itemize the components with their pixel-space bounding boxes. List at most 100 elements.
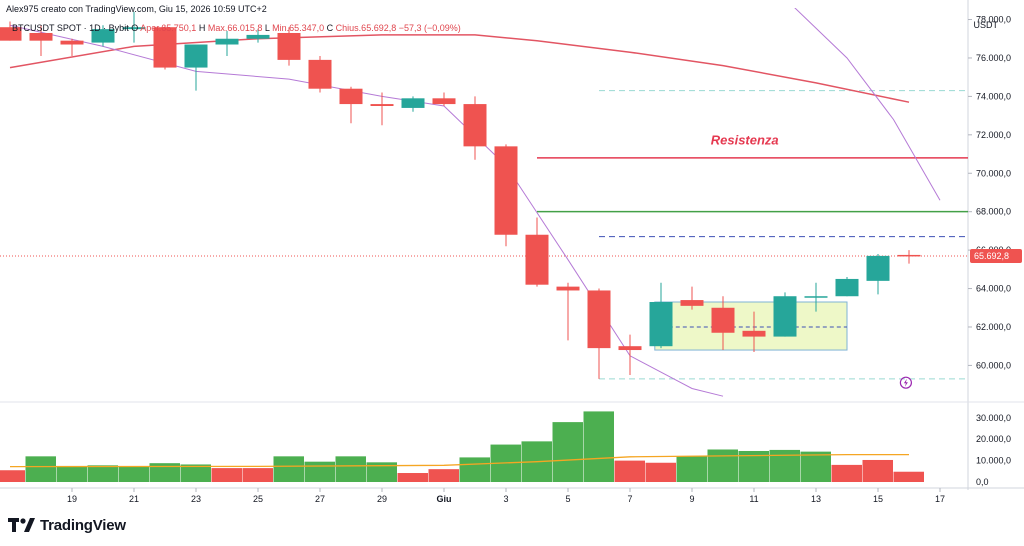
tradingview-logo-icon: [8, 518, 35, 532]
volume-bar: [676, 456, 707, 482]
candle: [525, 217, 549, 287]
time-tick-label: 7: [627, 494, 632, 504]
candle-body: [835, 278, 859, 297]
candle-body: [339, 88, 363, 105]
time-tick-label: Giu: [437, 494, 452, 504]
time-tick-label: 13: [811, 494, 821, 504]
candle-body: [60, 40, 84, 45]
candle: [29, 25, 53, 57]
candle: [0, 21, 22, 41]
volume-bar: [583, 411, 614, 482]
resistenza-annotation: Resistenza: [711, 132, 779, 147]
open-label: O: [131, 23, 139, 33]
candle: [835, 277, 859, 297]
low-label: L: [264, 23, 270, 33]
change-value: −57,3 (−0,09%): [398, 23, 461, 33]
price-tick-label: 70.000,0: [976, 168, 1011, 178]
symbol-label: BTCUSDT SPOT · 1D · Bybit: [12, 23, 129, 33]
candle: [91, 25, 115, 47]
ma-short-line: [9, 24, 724, 397]
volume-bar: [56, 465, 87, 482]
time-tick-label: 21: [129, 494, 139, 504]
volume-bar: [0, 470, 25, 482]
candle: [463, 96, 487, 160]
volume-tick-label: 10.000,0: [976, 456, 1011, 466]
candle-body: [587, 290, 611, 349]
candle: [897, 250, 921, 264]
volume-bar: [428, 469, 459, 482]
price-tick-label: 78.000,0: [976, 15, 1011, 25]
volume-bar: [87, 465, 118, 482]
candle-body: [401, 98, 425, 108]
volume-bar: [707, 449, 738, 482]
time-tick-label: 25: [253, 494, 263, 504]
ma-short-upper-line: [794, 8, 941, 201]
candle: [587, 288, 611, 379]
candle-body: [463, 104, 487, 147]
candle: [618, 334, 642, 376]
volume-bar: [211, 468, 242, 482]
candle-body: [897, 254, 921, 257]
ma-long-line: [9, 34, 910, 103]
price-tick-label: 74.000,0: [976, 91, 1011, 101]
candle-body: [122, 27, 146, 30]
volume-bar: [614, 460, 645, 482]
time-tick-label: 5: [565, 494, 570, 504]
open-value: Aper.65.750,1: [140, 23, 197, 33]
candle-body: [184, 44, 208, 68]
candle: [401, 96, 425, 112]
candle: [556, 282, 580, 341]
chart-credit: Alex975 creato con TradingView.com, Giu …: [6, 4, 267, 14]
volume-bar: [645, 462, 676, 482]
price-pane: Resistenza: [0, 8, 968, 397]
candle: [742, 311, 766, 352]
last-price-label: 65.692,8: [974, 251, 1009, 261]
low-value: Min.65.347,0: [272, 23, 325, 33]
candle-body: [91, 29, 115, 43]
volume-bar: [149, 463, 180, 482]
price-tick-label: 68.000,0: [976, 207, 1011, 217]
volume-bar: [862, 459, 893, 482]
high-label: H: [198, 23, 206, 33]
candle-body: [773, 296, 797, 337]
candle-body: [308, 59, 332, 89]
candle-body: [866, 255, 890, 281]
time-tick-label: 23: [191, 494, 201, 504]
candle: [277, 27, 301, 66]
candle-body: [680, 300, 704, 306]
volume-bar: [366, 462, 397, 482]
last-price-tag: [970, 249, 1022, 264]
price-tick-label: 64.000,0: [976, 284, 1011, 294]
price-tick-label: 60.000,0: [976, 360, 1011, 370]
volume-bar: [893, 471, 924, 482]
candle: [494, 144, 518, 247]
candle-body: [649, 302, 673, 347]
time-tick-label: 11: [749, 494, 758, 504]
candle-body: [29, 32, 53, 41]
volume-bar: [552, 422, 583, 482]
volume-bar: [25, 456, 56, 482]
volume-bar: [242, 468, 273, 482]
volume-tick-label: 20.000,0: [976, 434, 1011, 444]
candle-body: [556, 286, 580, 291]
price-tick-label: 62.000,0: [976, 322, 1011, 332]
candle: [184, 44, 208, 91]
tradingview-logo[interactable]: TradingView: [8, 516, 126, 534]
candle-body: [742, 330, 766, 337]
candle: [711, 296, 735, 351]
close-value: Chius.65.692,8: [335, 23, 397, 33]
time-tick-label: 27: [315, 494, 325, 504]
volume-bar: [335, 456, 366, 482]
candle: [432, 92, 456, 106]
candle-body: [618, 346, 642, 351]
currency-label: USDT: [973, 20, 999, 30]
candle: [649, 282, 673, 349]
candle-body: [277, 32, 301, 60]
candle: [680, 286, 704, 310]
candle-body: [153, 27, 177, 68]
candle: [866, 253, 890, 295]
candle: [246, 29, 270, 43]
high-value: Max.66.015,8: [207, 23, 263, 33]
candle: [773, 292, 797, 337]
